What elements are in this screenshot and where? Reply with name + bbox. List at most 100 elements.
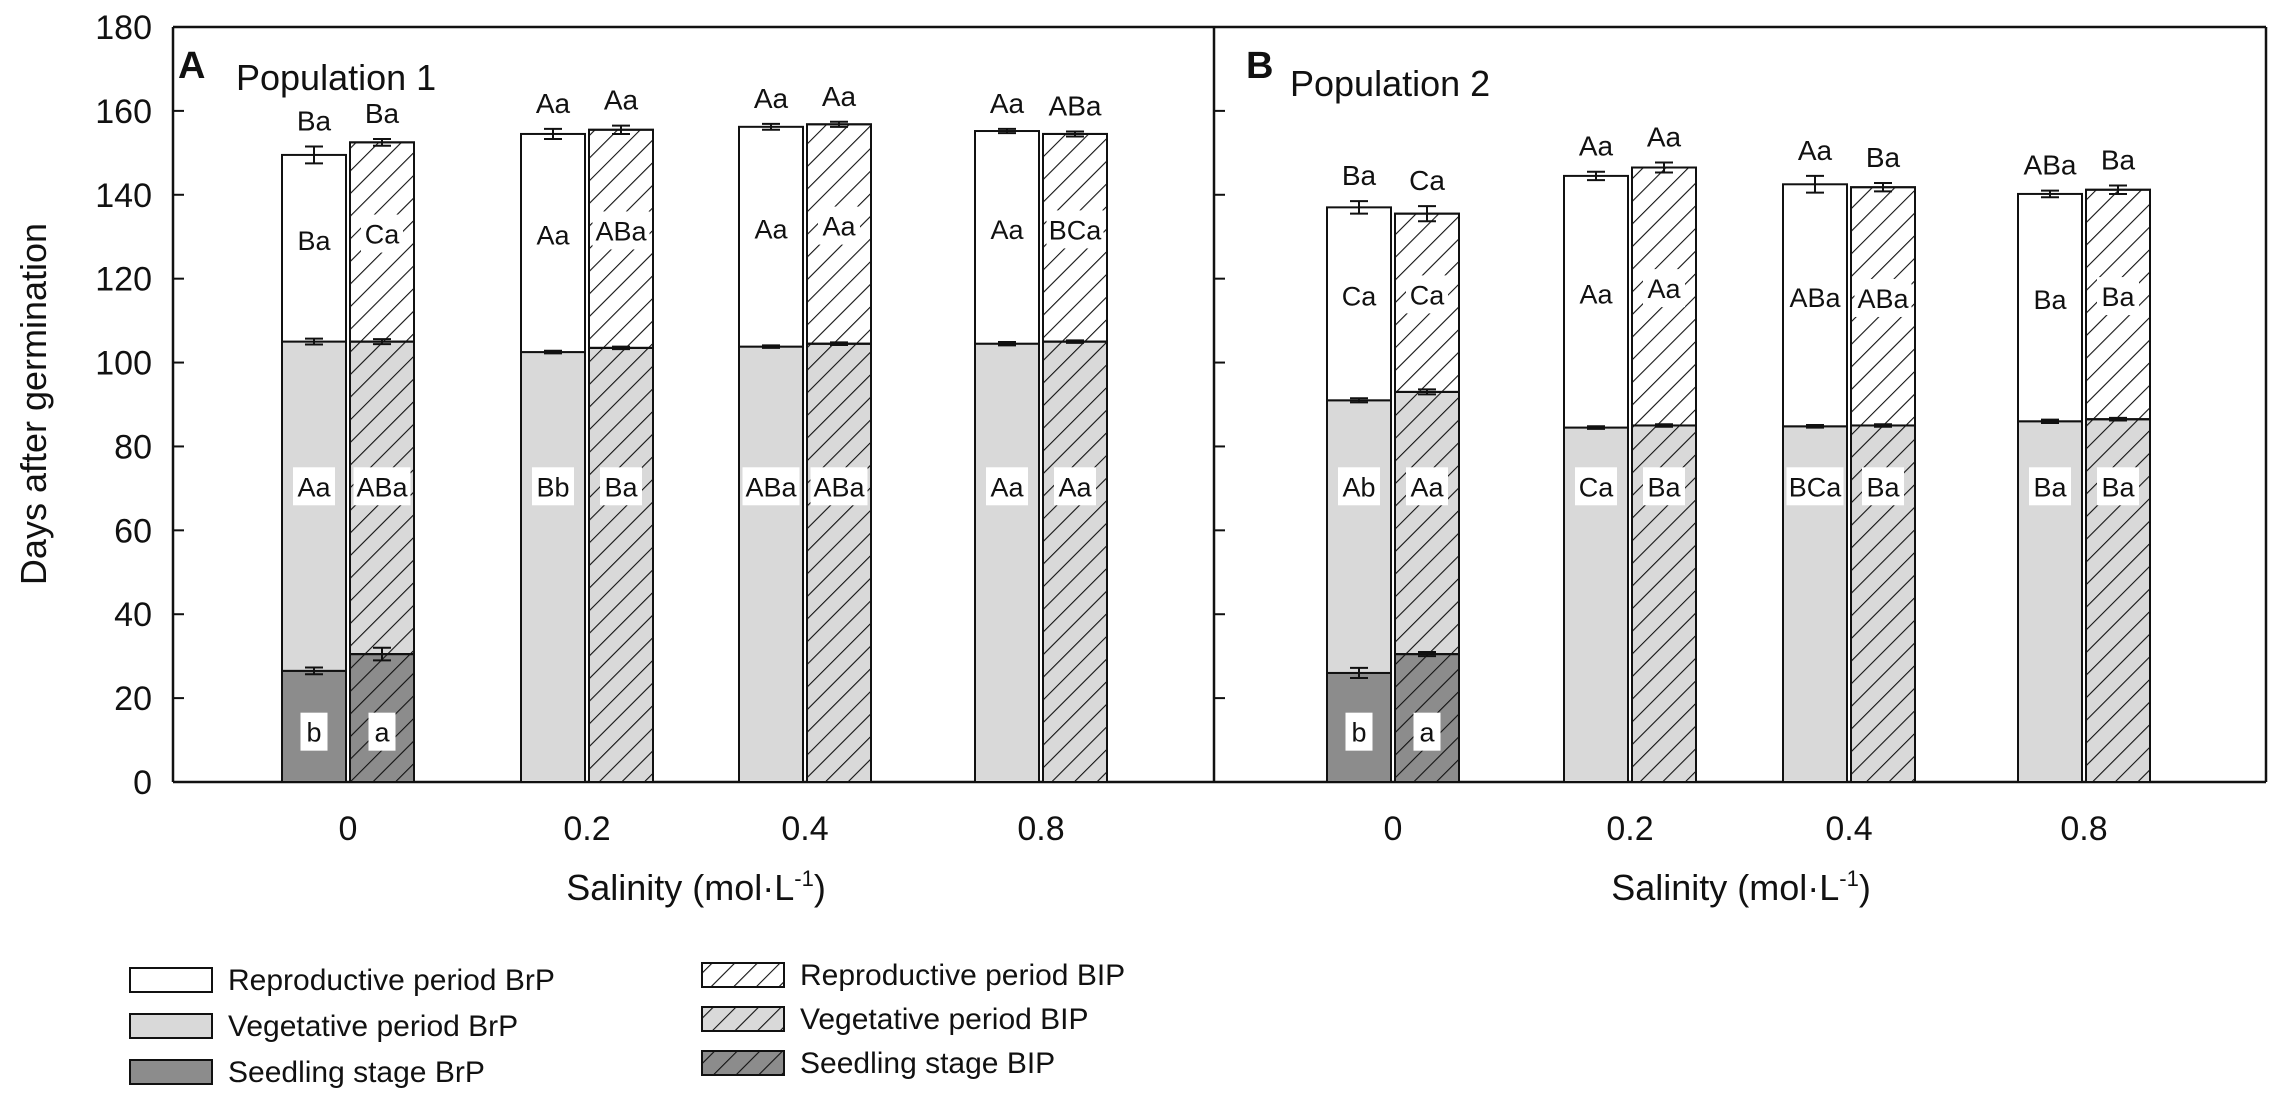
legend: Reproductive period BrP Reproductive peri…	[129, 959, 1125, 1089]
y-tick-label: 60	[114, 512, 152, 550]
significance-label: ABa	[2024, 150, 2077, 181]
cell-label-box	[353, 467, 411, 506]
cell-label: Aa	[990, 472, 1024, 502]
y-tick-label: 140	[95, 177, 152, 215]
cell-label-box	[1406, 275, 1448, 314]
panel-b-title: Population 2	[1290, 63, 1490, 104]
bar-BIP-0.2: Ba ABa Aa	[588, 85, 654, 783]
significance-label: Aa	[754, 83, 789, 114]
cell-label: ABa	[595, 216, 647, 246]
bar-BrP-0.4: ABa Aa Aa	[738, 83, 804, 783]
significance-label: Aa	[990, 88, 1025, 119]
cell-label-box	[1854, 278, 1912, 317]
panel-b-bars: bAbCaBaaAaCaCaCaAaAaBaAaAaBCaABaAaBaABaB…	[1326, 121, 2151, 784]
x-title-superscript: -1	[1839, 866, 1859, 891]
x-tick-label: 0	[339, 810, 358, 848]
cell-label-box	[368, 712, 396, 751]
cell-label-box	[986, 209, 1028, 248]
legend-swatch	[129, 967, 213, 993]
cell-label-box	[1046, 210, 1104, 249]
cell-label-box	[1862, 467, 1904, 506]
vegetative-segment-hatch	[1631, 424, 1697, 783]
bar-BIP-0.2: Ba Aa Aa	[1631, 121, 1697, 783]
legend-item: Seedling stage BIP	[701, 1047, 1055, 1080]
y-tick-label: 20	[114, 680, 152, 718]
bar-BIP-0.8: Aa BCa ABa	[1042, 90, 1108, 783]
y-tick-label: 160	[95, 93, 152, 131]
significance-label: Aa	[604, 85, 639, 116]
cell-label: Ca	[1410, 280, 1445, 310]
cell-label: ABa	[745, 472, 797, 502]
legend-label: Seedling stage BrP	[228, 1056, 485, 1089]
vegetative-segment	[738, 345, 804, 783]
cell-label-box	[293, 220, 335, 259]
cell-label: Ca	[365, 220, 400, 250]
cell-label-box	[742, 467, 800, 506]
cell-label-box	[592, 211, 650, 250]
significance-label: Aa	[536, 88, 571, 119]
panel-a-letter: A	[178, 45, 205, 87]
bar-BrP-0.8: Aa Aa Aa	[974, 88, 1040, 783]
cell-label-box	[1338, 467, 1380, 506]
cell-label-box	[1413, 712, 1441, 751]
panel-b-letter: B	[1246, 45, 1273, 87]
panel-b-x-axis-title: Salinity (mol·L-1)	[1611, 866, 1871, 908]
cell-label: Aa	[990, 215, 1024, 245]
cell-label: Ba	[2101, 472, 2135, 502]
cell-label: Ba	[604, 472, 638, 502]
cell-label: a	[374, 718, 390, 748]
legend-item: Reproductive period BrP	[129, 964, 555, 997]
cell-label-box	[293, 467, 335, 506]
significance-label: Aa	[1579, 131, 1614, 162]
x-tick-label: 0.2	[1606, 810, 1653, 848]
significance-label: Ba	[1866, 142, 1901, 173]
legend-item: Seedling stage BrP	[129, 1056, 485, 1089]
legend-swatch-hatch	[701, 1006, 785, 1032]
y-tick-label: 180	[95, 9, 152, 47]
cell-label: Aa	[1579, 279, 1613, 309]
bar-BrP-0.2: Bb Aa Aa	[520, 88, 586, 783]
cell-label-box	[532, 467, 574, 506]
cell-label: Ba	[297, 226, 331, 256]
y-tick-label: 100	[95, 345, 152, 383]
bar-BrP-0.8: Ba Ba ABa	[2017, 150, 2083, 783]
cell-label: Bb	[536, 472, 569, 502]
cell-label: Ba	[2033, 472, 2067, 502]
legend-item: Vegetative period BIP	[701, 1003, 1089, 1036]
cell-label-box	[818, 206, 860, 245]
significance-label: Ba	[365, 98, 400, 129]
cell-label-box	[532, 215, 574, 254]
cell-label: BCa	[1049, 215, 1103, 245]
legend-label: Vegetative period BIP	[800, 1003, 1089, 1036]
legend-label: Reproductive period BrP	[228, 964, 555, 997]
vegetative-segment-hatch	[806, 342, 872, 783]
panel-a-title: Population 1	[236, 57, 436, 98]
cell-label-box	[1054, 467, 1096, 506]
cell-label: ABa	[1857, 284, 1909, 314]
cell-label: Ab	[1342, 472, 1375, 502]
bar-BIP-0.4: ABa Aa Aa	[806, 81, 872, 783]
significance-label: Ba	[1342, 160, 1377, 191]
x-title-end: )	[1859, 867, 1871, 908]
x-title-main: Salinity (mol·L	[566, 867, 794, 908]
axes-frames	[171, 25, 2268, 784]
cell-label-box	[1575, 467, 1617, 506]
legend-swatch	[129, 1059, 213, 1085]
vegetative-segment-hatch	[588, 346, 654, 783]
legend-label: Seedling stage BIP	[800, 1047, 1055, 1080]
cell-label-box	[600, 467, 642, 506]
cell-label: Aa	[1647, 274, 1681, 304]
bar-BIP-0.8: Ba Ba Ba	[2085, 145, 2151, 783]
significance-label: Ba	[297, 106, 332, 137]
y-tick-label: 120	[95, 261, 152, 299]
cell-label-box	[1643, 269, 1685, 308]
bar-BrP-0: b Aa Ba Ba	[281, 106, 347, 784]
bar-BrP-0: b Ab Ca Ba	[1326, 160, 1392, 784]
vegetative-segment	[974, 342, 1040, 783]
panel-population-2: B Population 2 0 0.2 0.4 0.8 bAbCaBaaAaCaCa…	[1246, 45, 2151, 908]
cell-label-box	[986, 467, 1028, 506]
panel-b-x-ticks: 0 0.2 0.4 0.8	[1384, 810, 2108, 848]
significance-label: ABa	[1049, 90, 1102, 121]
vegetative-segment	[520, 351, 586, 783]
